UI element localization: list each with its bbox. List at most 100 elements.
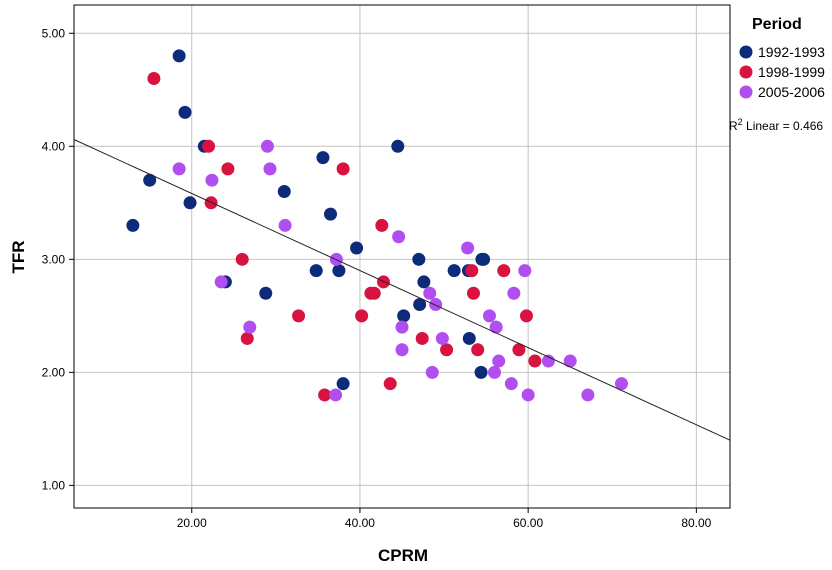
data-point	[477, 252, 491, 266]
data-point	[488, 365, 502, 379]
x-axis-ticks: 20.00 40.00 60.00 80.00	[177, 508, 712, 530]
data-point	[383, 377, 397, 391]
y-axis-title: TFR	[9, 240, 28, 273]
data-point	[563, 354, 577, 368]
data-point	[376, 275, 390, 289]
data-point	[178, 105, 192, 119]
y-tick-label: 2.00	[42, 365, 66, 379]
data-point	[447, 264, 461, 278]
data-point	[504, 377, 518, 391]
legend-marker	[739, 65, 753, 79]
data-point	[471, 343, 485, 357]
series-1998-1999	[147, 71, 542, 402]
data-point	[519, 309, 533, 323]
legend-marker	[739, 45, 753, 59]
data-point	[497, 264, 511, 278]
legend-label: 1998-1999	[758, 64, 825, 80]
data-point	[521, 388, 535, 402]
data-point	[415, 331, 429, 345]
data-point	[391, 139, 405, 153]
data-point	[143, 173, 157, 187]
data-point	[392, 230, 406, 244]
data-point	[126, 218, 140, 232]
data-point	[278, 218, 292, 232]
data-point	[417, 275, 431, 289]
plot-frame	[73, 4, 731, 509]
data-point	[397, 309, 411, 323]
y-tick-label: 5.00	[42, 26, 66, 40]
data-point	[440, 343, 454, 357]
data-point	[425, 365, 439, 379]
data-point	[541, 354, 555, 368]
data-point	[507, 286, 521, 300]
legend-label: 1992-1993	[758, 44, 825, 60]
data-point	[413, 298, 427, 312]
data-point	[214, 275, 228, 289]
data-point	[316, 151, 330, 165]
data-point	[375, 218, 389, 232]
legend: 1992-1993 1998-1999 2005-2006	[739, 44, 825, 100]
data-point	[243, 320, 257, 334]
data-point	[350, 241, 364, 255]
data-point	[429, 298, 443, 312]
data-point	[336, 377, 350, 391]
data-point	[329, 388, 343, 402]
data-point	[412, 252, 426, 266]
data-point	[482, 309, 496, 323]
fit-label-prefix: R	[729, 119, 738, 133]
data-point	[277, 185, 291, 199]
data-point	[461, 241, 475, 255]
data-points	[126, 49, 629, 402]
data-point	[221, 162, 235, 176]
data-point	[528, 354, 542, 368]
x-tick-label: 20.00	[177, 516, 207, 530]
x-tick-label: 60.00	[513, 516, 543, 530]
legend-label: 2005-2006	[758, 84, 825, 100]
x-tick-label: 40.00	[345, 516, 375, 530]
y-axis-ticks: 1.00 2.00 3.00 4.00 5.00	[42, 26, 74, 492]
data-point	[318, 388, 332, 402]
y-tick-label: 1.00	[42, 478, 66, 492]
data-point	[235, 252, 249, 266]
series-1992-1993	[126, 49, 491, 391]
data-point	[395, 320, 409, 334]
data-point	[466, 286, 480, 300]
x-tick-label: 80.00	[681, 516, 711, 530]
data-point	[183, 196, 197, 210]
data-point	[309, 264, 323, 278]
data-point	[465, 264, 479, 278]
data-point	[263, 162, 277, 176]
fit-label-suffix: Linear = 0.466	[743, 119, 824, 133]
data-point	[292, 309, 306, 323]
data-point	[581, 388, 595, 402]
data-point	[367, 286, 381, 300]
data-point	[202, 139, 216, 153]
data-point	[512, 343, 526, 357]
data-point	[462, 331, 476, 345]
grid-lines	[74, 5, 730, 508]
data-point	[355, 309, 369, 323]
data-point	[260, 139, 274, 153]
data-point	[259, 286, 273, 300]
data-point	[324, 207, 338, 221]
data-point	[336, 162, 350, 176]
data-point	[205, 173, 219, 187]
legend-marker	[739, 85, 753, 99]
data-point	[332, 264, 346, 278]
linear-fit-line	[73, 139, 731, 441]
data-point	[423, 286, 437, 300]
data-point	[489, 320, 503, 334]
fit-label: R2 Linear = 0.466	[729, 117, 823, 133]
data-point	[435, 331, 449, 345]
data-point	[518, 264, 532, 278]
data-point	[615, 377, 629, 391]
fit-label-sup: 2	[738, 117, 743, 127]
data-point	[147, 71, 161, 85]
y-tick-label: 3.00	[42, 252, 66, 266]
y-tick-label: 4.00	[42, 139, 66, 153]
data-point	[395, 343, 409, 357]
data-point	[172, 49, 186, 63]
x-axis-title: CPRM	[378, 546, 428, 565]
data-point	[240, 331, 254, 345]
